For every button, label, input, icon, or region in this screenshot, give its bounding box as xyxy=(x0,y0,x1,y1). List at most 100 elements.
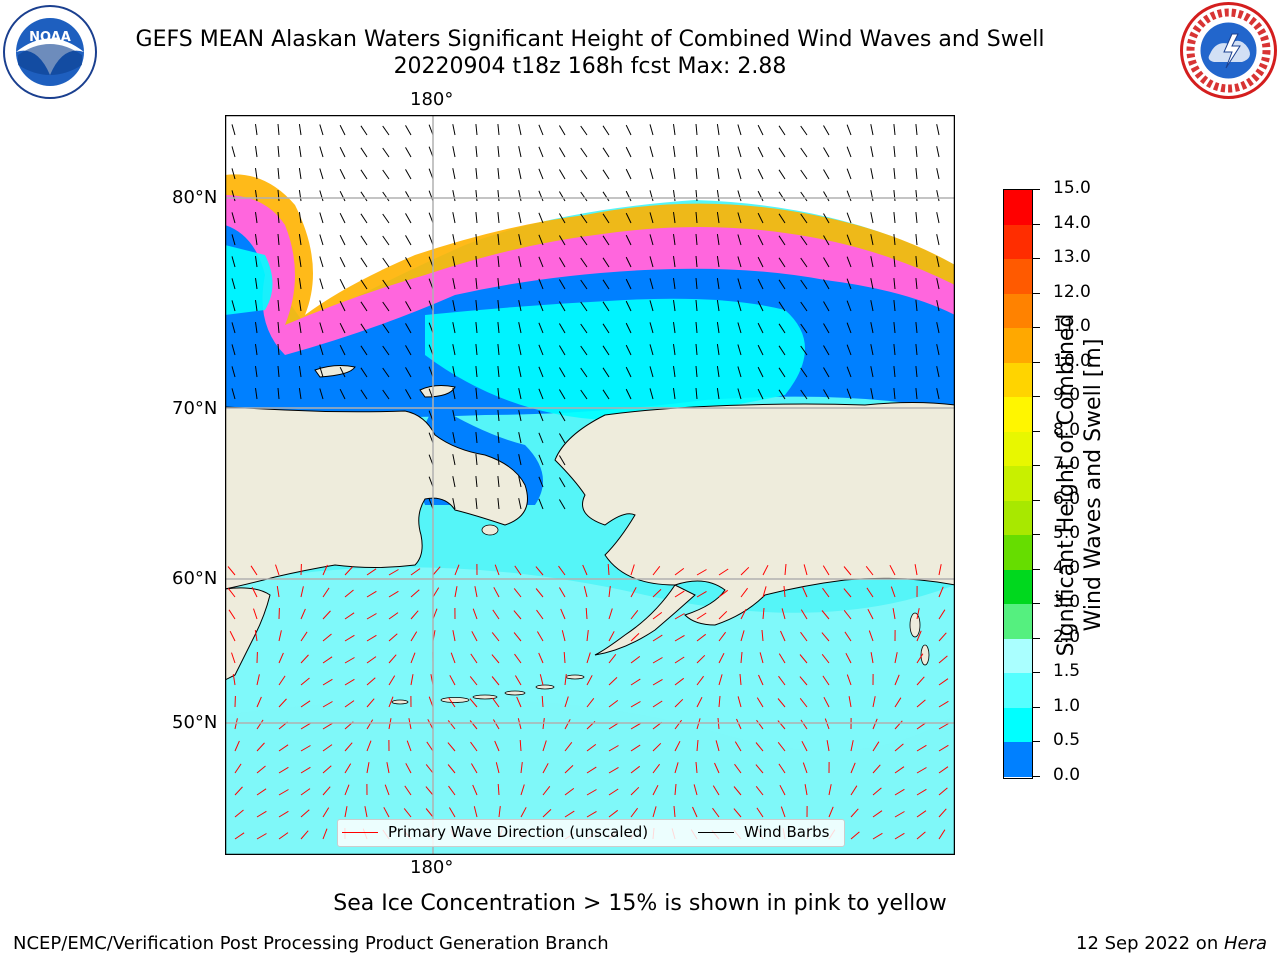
vector-mark xyxy=(936,212,940,224)
vector-mark xyxy=(757,234,764,246)
vector-mark xyxy=(452,278,456,290)
vector-mark xyxy=(366,698,375,708)
vector-mark xyxy=(278,630,282,642)
vector-mark xyxy=(625,344,632,356)
vector-mark xyxy=(475,256,478,268)
vector-mark xyxy=(778,147,786,158)
vector-mark xyxy=(447,720,456,730)
vector-mark xyxy=(938,564,942,576)
vector-mark xyxy=(823,257,830,268)
vector-mark xyxy=(300,745,311,752)
vector-mark xyxy=(872,787,882,796)
vector-mark xyxy=(322,722,333,730)
vector-mark xyxy=(673,124,676,136)
vector-mark xyxy=(564,810,575,818)
vector-mark xyxy=(514,565,522,576)
vector-mark xyxy=(497,212,500,224)
vector-mark xyxy=(630,722,641,730)
vector-mark xyxy=(469,698,478,708)
vector-mark xyxy=(868,630,874,642)
vector-mark xyxy=(843,566,852,576)
colorbar-segment xyxy=(1004,362,1032,398)
vector-mark xyxy=(893,212,896,224)
vector-mark xyxy=(558,367,566,378)
vector-mark xyxy=(300,809,310,818)
vector-mark xyxy=(915,146,918,158)
colorbar xyxy=(1003,189,1033,779)
vector-mark xyxy=(256,810,267,818)
vector-mark xyxy=(938,678,949,686)
vector-mark xyxy=(915,256,918,268)
colorbar-tick-mark xyxy=(1033,672,1040,674)
vector-mark xyxy=(625,168,632,180)
vector-mark xyxy=(382,345,390,356)
vector-mark xyxy=(319,256,324,268)
vector-mark xyxy=(695,167,698,180)
vector-mark xyxy=(382,279,390,290)
vector-mark xyxy=(256,674,260,686)
vector-mark xyxy=(821,632,830,642)
vector-mark xyxy=(916,653,924,664)
vector-mark xyxy=(915,234,918,246)
vector-mark xyxy=(344,657,355,664)
vector-mark xyxy=(695,145,698,158)
map-panel xyxy=(224,114,956,856)
vector-mark xyxy=(518,212,522,224)
vector-mark xyxy=(278,766,289,774)
lat-label-50: 50°N xyxy=(172,712,218,733)
vector-mark xyxy=(649,278,654,290)
vector-mark xyxy=(846,256,852,268)
vector-mark xyxy=(695,189,698,202)
vector-mark xyxy=(846,344,852,356)
vector-mark xyxy=(692,806,698,818)
vector-mark xyxy=(696,590,707,598)
vector-mark xyxy=(893,146,896,158)
vector-mark xyxy=(757,256,764,268)
vector-mark xyxy=(452,256,456,268)
colorbar-segment xyxy=(1004,397,1032,433)
vector-mark xyxy=(695,277,698,290)
vector-mark xyxy=(227,566,236,576)
vector-mark xyxy=(846,124,852,136)
vector-mark xyxy=(740,651,743,664)
vector-mark xyxy=(558,169,566,180)
vector-mark xyxy=(475,454,478,466)
vector-mark xyxy=(558,147,566,158)
vector-mark xyxy=(936,366,940,378)
vector-mark xyxy=(718,589,729,598)
vector-mark xyxy=(492,697,500,708)
vector-mark xyxy=(322,564,328,576)
vector-mark xyxy=(298,124,302,136)
vector-mark xyxy=(625,124,632,136)
vector-mark xyxy=(780,630,786,642)
vector-mark xyxy=(716,168,720,180)
vector-mark xyxy=(586,810,597,818)
vector-mark xyxy=(360,213,368,224)
colorbar-tick-label: 11.0 xyxy=(1053,316,1091,337)
vector-mark xyxy=(649,344,654,356)
vector-mark xyxy=(916,608,920,620)
vector-mark xyxy=(737,344,742,356)
vector-mark xyxy=(405,235,412,246)
vector-mark xyxy=(558,279,566,290)
vector-mark xyxy=(518,146,522,158)
vector-mark xyxy=(493,587,500,598)
vector-mark xyxy=(915,344,918,356)
vector-mark xyxy=(674,634,685,642)
vector-mark xyxy=(231,366,236,378)
vector-mark xyxy=(405,147,412,158)
vector-mark xyxy=(756,807,764,818)
vector-mark xyxy=(405,213,412,224)
vector-mark xyxy=(432,566,441,576)
vector-mark xyxy=(494,740,500,752)
vector-mark xyxy=(491,654,500,664)
vector-mark xyxy=(938,766,949,774)
colorbar-segment xyxy=(1004,742,1032,778)
vector-mark xyxy=(757,168,764,180)
vector-mark xyxy=(366,677,376,686)
vector-mark xyxy=(916,744,927,752)
vector-mark xyxy=(585,607,588,620)
vector-mark xyxy=(298,366,302,378)
vector-mark xyxy=(558,477,566,488)
vector-mark xyxy=(520,784,525,796)
